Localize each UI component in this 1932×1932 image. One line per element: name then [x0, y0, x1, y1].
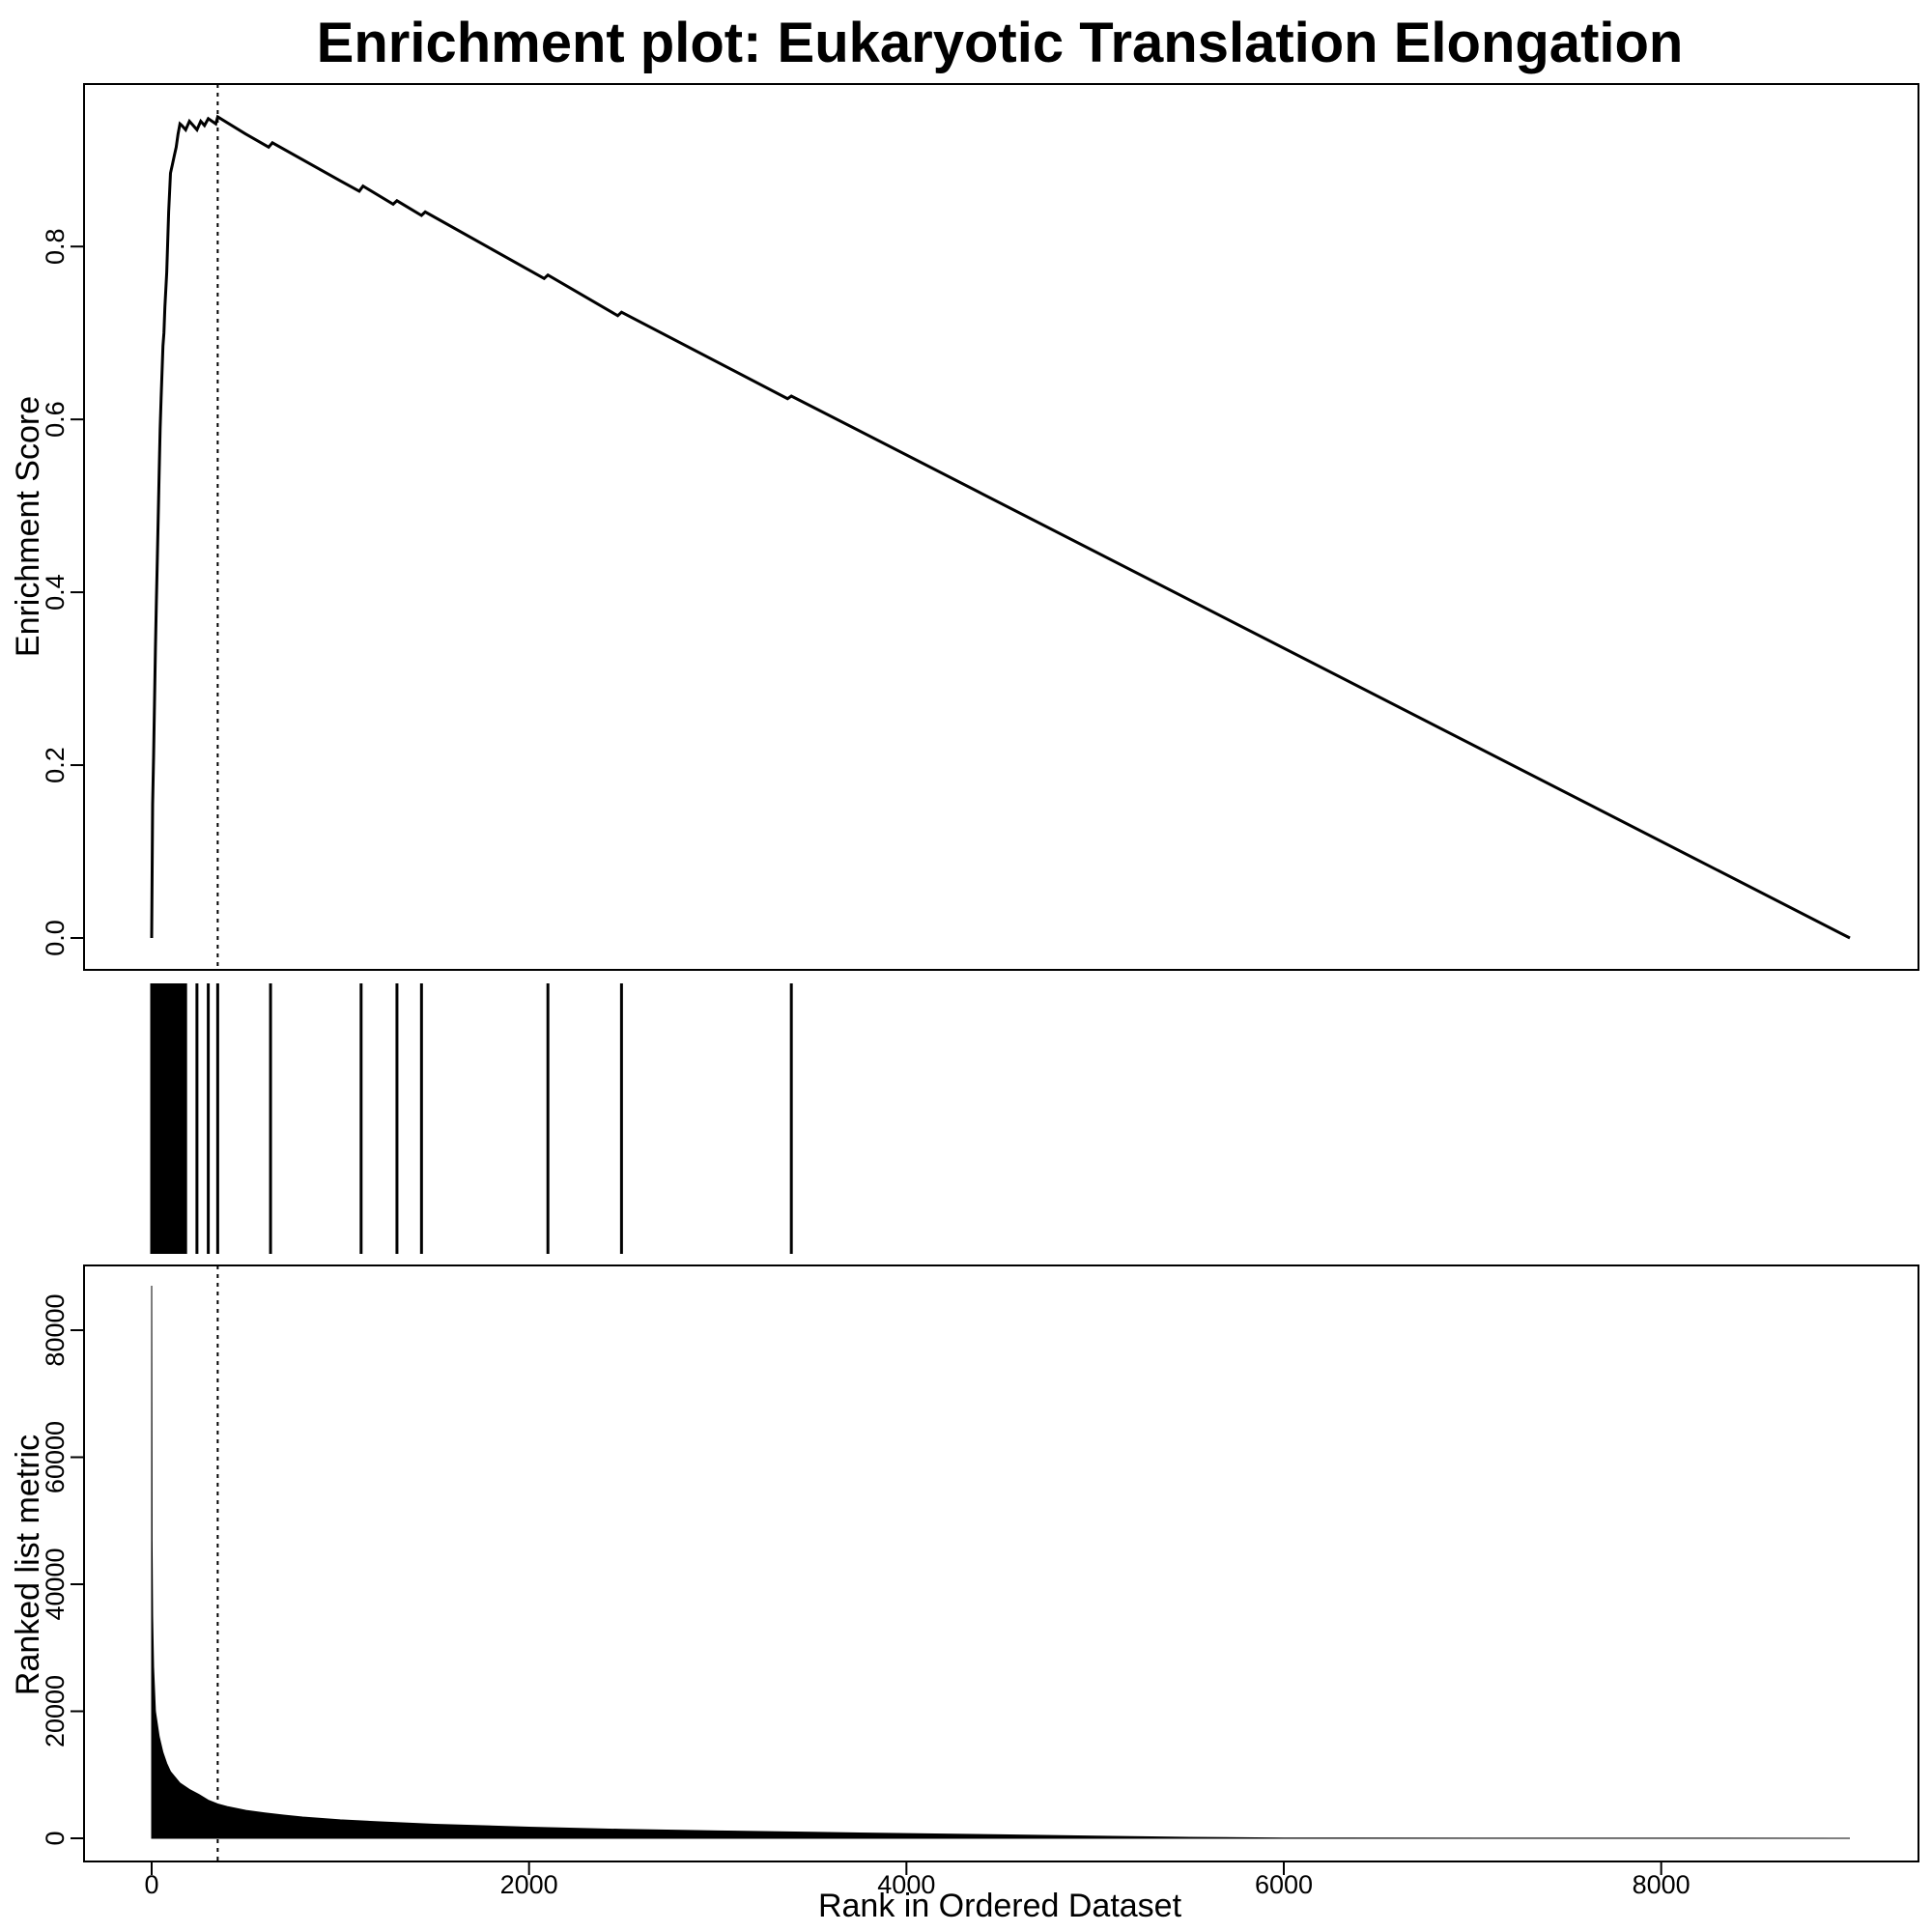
ranked-x-tick-label: 8000 — [1633, 1870, 1690, 1899]
ranked-y-tick-label: 60000 — [41, 1421, 70, 1493]
ranked-y-axis: 0 20000 40000 60000 80000 — [41, 1293, 85, 1846]
ranked-x-tick-label: 4000 — [877, 1870, 935, 1899]
enrichment-y-tick-label: 0.4 — [41, 574, 70, 611]
enrichment-panel-frame — [83, 83, 1919, 971]
enrichment-y-axis: 0.0 0.2 0.4 0.6 0.8 — [41, 228, 85, 956]
enrichment-y-tick-label: 0.6 — [41, 401, 70, 438]
running-enrichment-score-line — [150, 114, 1851, 940]
ranked-y-tick-label: 80000 — [41, 1293, 70, 1366]
ranked-y-tick-label: 40000 — [41, 1548, 70, 1620]
enrichment-y-tick-label: 0.2 — [41, 747, 70, 783]
enrichment-score-panel: 0.0 0.2 0.4 0.6 0.8 Enrichment Score — [10, 83, 1919, 971]
x-axis-label: Rank in Ordered Dataset — [818, 1888, 1182, 1924]
ranked-x-tick-label: 0 — [144, 1870, 158, 1899]
ranked-x-tick-label: 2000 — [500, 1870, 558, 1899]
enrichment-y-tick-label: 0.8 — [41, 228, 70, 265]
ranked-x-tick-label: 6000 — [1255, 1870, 1313, 1899]
enrichment-y-tick-label: 0.0 — [41, 920, 70, 956]
ranked-y-label: Ranked list metric — [10, 1435, 46, 1695]
ranked-panel-frame — [83, 1264, 1919, 1862]
ranked-metric-area — [151, 1285, 1851, 1839]
ranked-x-axis: 0 2000 4000 6000 8000 — [144, 1861, 1690, 1899]
chart-title: Enrichment plot: Eukaryotic Translation … — [317, 12, 1684, 74]
ranked-y-tick-label: 20000 — [41, 1675, 70, 1747]
gene-hits-panel — [150, 983, 793, 1254]
enrichment-y-label: Enrichment Score — [10, 396, 46, 657]
ranked-y-tick-label: 0 — [41, 1831, 70, 1845]
